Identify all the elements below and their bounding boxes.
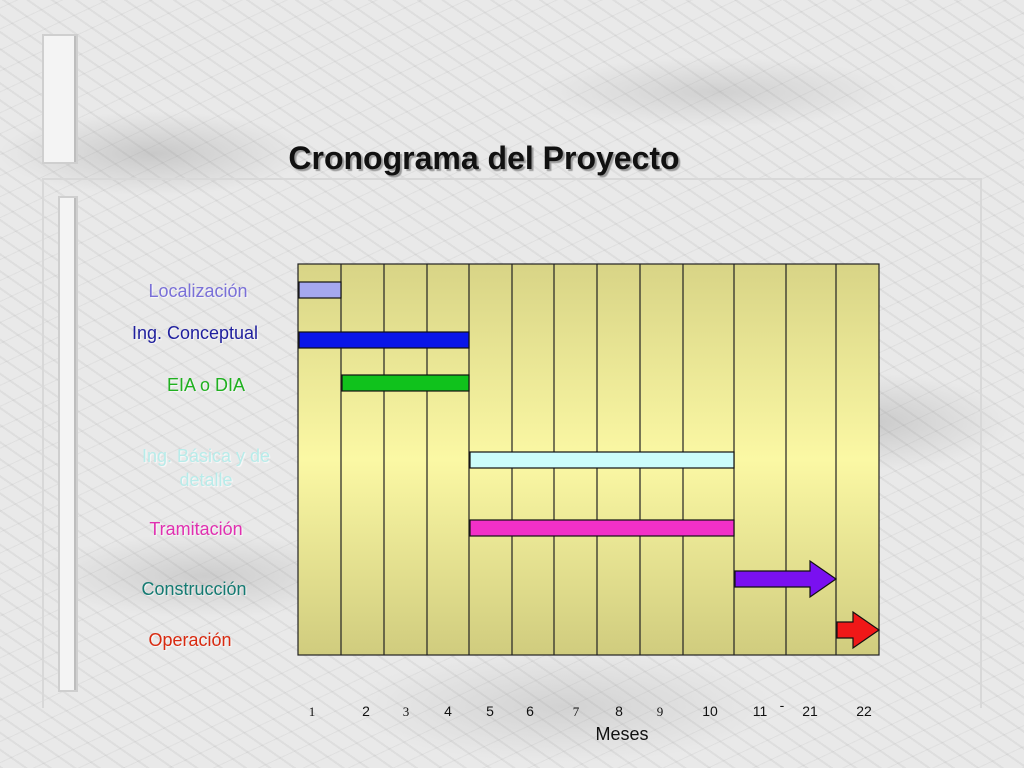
task-label-ing-conceptual: Ing. Conceptual bbox=[131, 323, 259, 343]
task-label-eia-dia: EIA o DIA bbox=[166, 375, 246, 395]
x-axis-label: Meses bbox=[595, 724, 649, 744]
x-tick-label: 9 bbox=[657, 704, 664, 719]
task-bar-localizacion bbox=[298, 281, 342, 299]
x-tick-label: 7 bbox=[573, 704, 580, 719]
task-bar-operacion bbox=[836, 610, 881, 650]
frame-top-line bbox=[42, 178, 982, 180]
task-label-tramitacion: Tramitación bbox=[149, 519, 243, 539]
decorative-bar-side bbox=[58, 196, 78, 692]
task-bar-construccion bbox=[734, 559, 838, 599]
x-tick-label: 1 bbox=[309, 704, 316, 719]
x-tick-label: 8 bbox=[615, 703, 623, 719]
x-tick-label: 6 bbox=[526, 703, 534, 719]
chart-title: Cronograma del Proyecto bbox=[288, 140, 680, 176]
task-bar-tramitacion bbox=[469, 519, 735, 537]
task-label-ing-basica: Ing. Básica y de detalle bbox=[141, 446, 271, 490]
frame-right-line bbox=[980, 178, 982, 708]
task-bar-ing-conceptual bbox=[298, 331, 470, 349]
task-label-construccion: Construcción bbox=[141, 579, 247, 599]
x-tick-label: 4 bbox=[444, 703, 452, 719]
x-tick-label: 2 bbox=[362, 703, 370, 719]
frame-left-line bbox=[42, 178, 44, 708]
x-tick-label: 21 bbox=[802, 703, 818, 719]
task-label-localizacion: Localización bbox=[148, 281, 248, 301]
task-bar-ing-basica-y-de-detalle bbox=[469, 451, 735, 469]
task-bar-eia-o-dia bbox=[341, 374, 470, 392]
x-tick-label: 11 bbox=[753, 703, 768, 719]
x-tick-label: 10 bbox=[702, 703, 718, 719]
x-tick-label: 22 bbox=[856, 703, 872, 719]
decorative-bar-top bbox=[42, 34, 78, 164]
x-tick-label: - bbox=[780, 697, 785, 713]
task-label-operacion: Operación bbox=[148, 630, 232, 650]
x-tick-label: 5 bbox=[486, 703, 494, 719]
x-tick-label: 3 bbox=[403, 704, 410, 719]
